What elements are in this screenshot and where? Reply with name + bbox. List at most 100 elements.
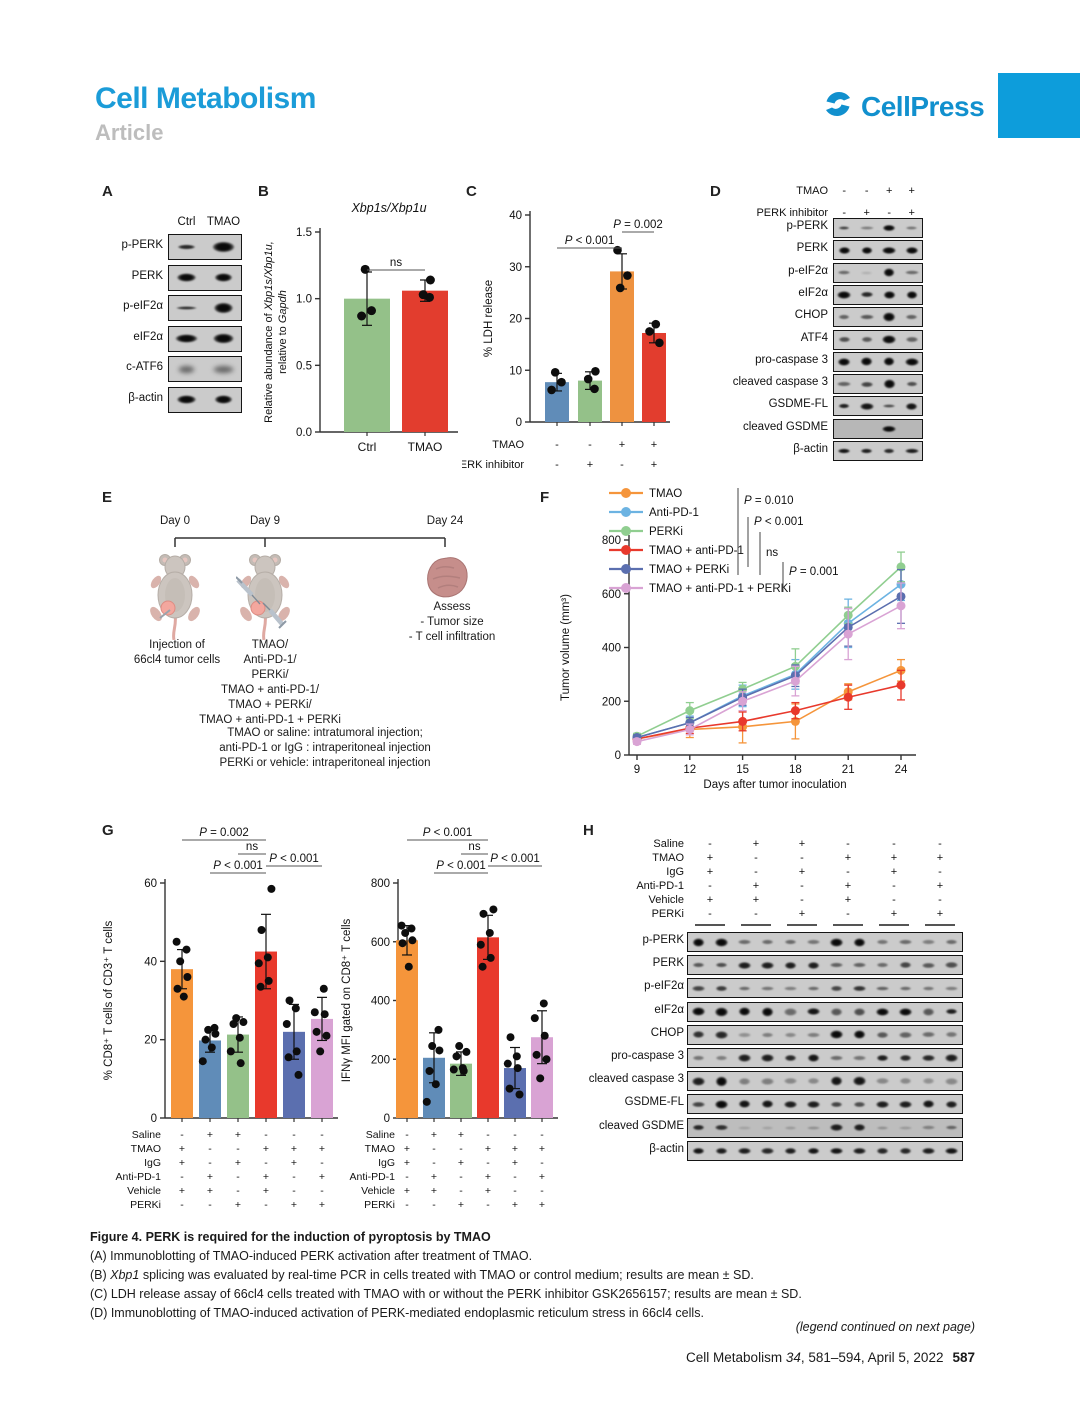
condition-value: - xyxy=(432,1157,436,1169)
protein-band xyxy=(874,962,891,969)
day0-label: Day 0 xyxy=(159,515,191,527)
protein-band xyxy=(175,363,198,375)
y-axis-title: Relative abundance of Xbp1s/Xbp1u, xyxy=(263,241,275,423)
data-point xyxy=(320,1010,329,1019)
lane-group-mark xyxy=(695,924,725,926)
condition-row-label: Anti-PD-1 xyxy=(636,880,684,892)
protein-band xyxy=(852,1006,867,1017)
condition-value: + xyxy=(291,1199,297,1211)
blot-strip xyxy=(168,356,242,382)
data-point xyxy=(530,1014,539,1023)
blot-strip xyxy=(687,955,963,976)
condition-value: - xyxy=(432,1143,436,1155)
series-point xyxy=(738,696,748,706)
protein-band xyxy=(859,336,874,343)
protein-band xyxy=(783,938,798,946)
protein-band xyxy=(174,271,199,284)
data-point xyxy=(176,957,185,966)
protein-band xyxy=(691,1123,706,1132)
blot-strip xyxy=(687,1140,963,1161)
protein-band xyxy=(858,291,875,299)
protein-band xyxy=(805,985,822,992)
protein-band xyxy=(880,424,899,433)
condition-value: - xyxy=(708,880,712,892)
blot-row-label: c-ATF6 xyxy=(126,361,163,373)
condition-value: - xyxy=(800,894,804,906)
condition-value: + xyxy=(179,1185,185,1197)
condition-value: - xyxy=(459,1171,463,1183)
protein-band xyxy=(857,226,876,230)
protein-band xyxy=(714,1055,729,1061)
protein-band xyxy=(904,380,919,388)
condition-value: - xyxy=(938,866,942,878)
data-point xyxy=(485,928,494,937)
x-tick-label: 15 xyxy=(736,764,749,776)
data-point xyxy=(285,996,294,1005)
citation-segment: 34 xyxy=(785,1350,801,1365)
caption-line: (D) Immunoblotting of TMAO-induced activ… xyxy=(90,1306,704,1320)
blot-row-label: CHOP xyxy=(794,309,828,322)
blot-row-label: pro-caspase 3 xyxy=(611,1050,684,1062)
protein-band xyxy=(837,314,852,321)
condition-row-label: PERKi xyxy=(130,1199,161,1211)
blot-row-label: eIF2α xyxy=(798,286,828,299)
series-line xyxy=(636,669,902,740)
data-point xyxy=(418,290,428,300)
data-point xyxy=(201,1035,210,1044)
protein-band xyxy=(944,1007,959,1016)
blot-row-label: GSDME-FL xyxy=(624,1096,684,1109)
y-axis-title: IFNγ MFI gated on CD8⁺ T cells xyxy=(341,919,353,1083)
protein-band xyxy=(827,1146,846,1155)
condition-value: - xyxy=(754,866,758,878)
protein-band xyxy=(836,245,852,255)
condition-value: + xyxy=(844,852,852,864)
condition-value: - xyxy=(236,1171,240,1183)
condition-value: - xyxy=(846,838,850,850)
data-point xyxy=(590,384,599,394)
x-category-label: TMAO xyxy=(408,440,443,454)
data-point xyxy=(360,264,370,274)
protein-band xyxy=(859,245,874,255)
condition-value: - xyxy=(887,207,892,219)
condition-value: + xyxy=(890,908,898,920)
data-point xyxy=(513,1064,522,1073)
protein-band xyxy=(873,1099,892,1109)
protein-band xyxy=(737,985,752,992)
protein-band xyxy=(859,356,875,368)
article-type-label: Article xyxy=(95,120,164,145)
data-point xyxy=(291,1004,300,1013)
data-point xyxy=(312,1027,321,1036)
series-point xyxy=(896,680,906,690)
protein-band xyxy=(882,356,897,368)
series-line xyxy=(636,595,902,739)
blot-strip xyxy=(687,932,963,952)
protein-band xyxy=(904,314,920,321)
x-tick-label: 9 xyxy=(634,764,640,776)
condition-value: + xyxy=(844,894,852,906)
y-axis-title: % LDH release xyxy=(483,280,495,357)
x-tick-label: 12 xyxy=(683,764,696,776)
condition-value: - xyxy=(800,880,804,892)
protein-band xyxy=(691,1030,706,1040)
condition-value: + xyxy=(404,1185,410,1197)
protein-band xyxy=(806,1053,821,1063)
assess-caption: Assess - Tumor size - T cell infiltration xyxy=(408,601,496,643)
condition-value: + xyxy=(179,1157,185,1169)
protein-band xyxy=(827,1055,846,1061)
blot-strip xyxy=(833,218,923,238)
protein-band xyxy=(689,1006,708,1018)
blot-strip xyxy=(687,1071,963,1092)
condition-value: + xyxy=(512,1143,518,1155)
protein-band xyxy=(836,335,852,344)
data-point xyxy=(459,1067,468,1075)
data-point xyxy=(615,283,625,293)
protein-band xyxy=(851,1029,868,1041)
panel-g-right-bar-chart: 0 200 400 600 800 P < 0.001 ns P < 0.001 P < 0.0… xyxy=(338,823,603,1228)
condition-value: + xyxy=(291,1143,297,1155)
condition-row-label: Vehicle xyxy=(648,894,684,906)
protein-band xyxy=(713,1074,730,1088)
blot-strip xyxy=(687,1001,963,1022)
page-footer-citation: Cell Metabolism 34, 581–594, April 5, 20… xyxy=(686,1350,975,1365)
journal-title: Cell Metabolism xyxy=(95,82,316,115)
protein-band xyxy=(735,1146,754,1155)
